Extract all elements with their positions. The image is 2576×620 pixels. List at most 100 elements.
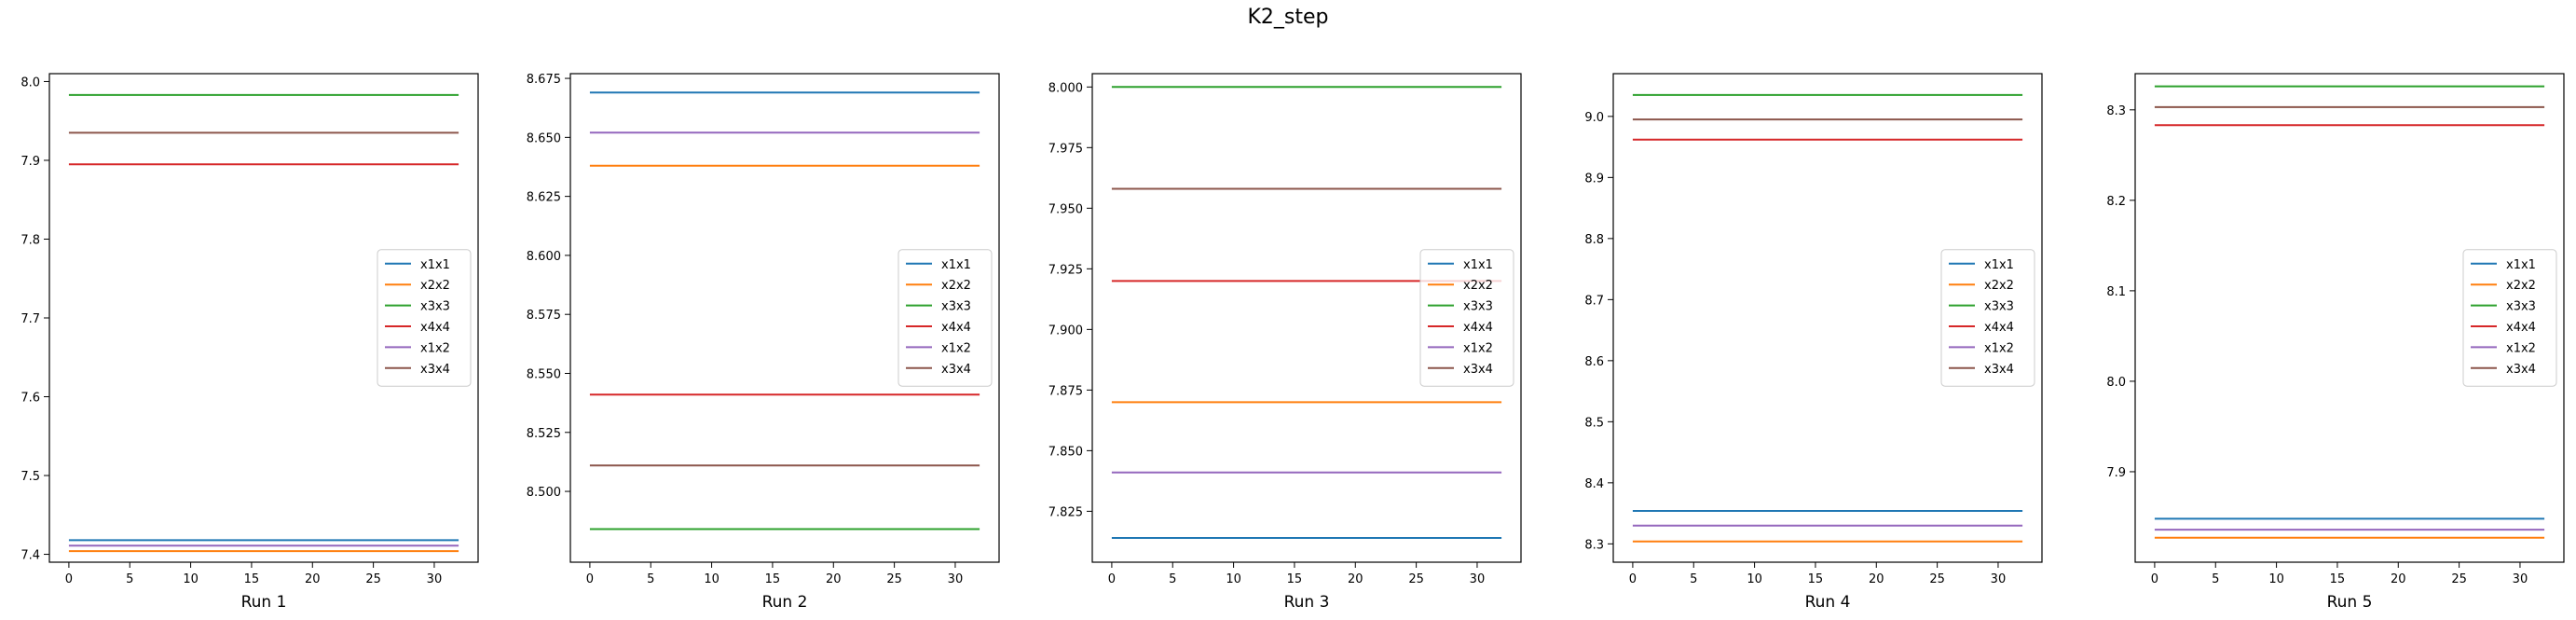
y-tick-label: 8.625 <box>527 191 561 205</box>
y-tick-label: 8.0 <box>21 76 40 90</box>
x-tick-label: 30 <box>427 572 443 586</box>
x-tick-label: 10 <box>183 572 199 586</box>
subplot-1: 0 5 10 15 20 25 30 7.4 7.5 7.6 7.7 7.8 7.9 8.0 Run 1 x1… <box>21 73 479 612</box>
x-tick-label: 30 <box>1991 572 2007 586</box>
y-tick-label: 8.8 <box>1584 233 1604 247</box>
y-tick-label: 8.575 <box>527 309 561 323</box>
legend-label-x3x3: x3x3 <box>2506 300 2536 314</box>
x-tick-label: 20 <box>826 572 842 586</box>
y-tick-label: 8.3 <box>1584 538 1604 552</box>
legend-label-x1x1: x1x1 <box>2506 258 2536 272</box>
x-tick-label: 10 <box>2268 572 2284 586</box>
axes-frame <box>2134 73 2565 563</box>
x-tick-label: 15 <box>765 572 781 586</box>
axes-frame <box>569 73 1000 563</box>
x-axis-label: Run 1 <box>241 593 287 612</box>
y-tick-label: 7.5 <box>21 470 40 484</box>
legend-label-x2x2: x2x2 <box>1984 279 2014 293</box>
legend: x1x1 x2x2 x3x3 x4x4 x1x2 x3x4 <box>377 249 472 387</box>
y-tick-label: 8.3 <box>2106 104 2126 118</box>
y-tick-label: 7.9 <box>21 155 40 169</box>
subplot-4: 0 5 10 15 20 25 30 8.3 8.4 8.5 8.6 8.7 8.8 8.9 9.0 Run … <box>1584 73 2043 612</box>
legend-label-x4x4: x4x4 <box>1984 321 2014 335</box>
x-tick-label: 25 <box>365 572 381 586</box>
y-tick-label: 8.1 <box>2106 285 2126 299</box>
legend-label-x1x2: x1x2 <box>2506 341 2536 355</box>
x-tick-label: 20 <box>1869 572 1884 586</box>
x-tick-label: 15 <box>2330 572 2346 586</box>
subplot-2: 0 5 10 15 20 25 30 8.500 8.525 8.550 8.575 8.600 8.6… <box>527 73 1000 612</box>
y-tick-label: 7.850 <box>1048 445 1083 459</box>
x-tick-label: 15 <box>1808 572 1824 586</box>
x-tick-label: 5 <box>1690 572 1697 586</box>
legend-label-x4x4: x4x4 <box>420 321 450 335</box>
axes-frame <box>1091 73 1522 563</box>
x-tick-label: 10 <box>1226 572 1241 586</box>
x-tick-label: 10 <box>1747 572 1762 586</box>
y-tick-label: 7.900 <box>1048 324 1083 338</box>
x-axis-label: Run 3 <box>1284 593 1330 612</box>
x-tick-label: 25 <box>886 572 902 586</box>
y-tick-label: 8.600 <box>527 250 561 264</box>
y-tick-label: 7.975 <box>1048 142 1083 156</box>
legend: x1x1 x2x2 x3x3 x4x4 x1x2 x3x4 <box>2462 249 2557 387</box>
x-tick-label: 30 <box>1470 572 1486 586</box>
y-tick-label: 7.6 <box>21 392 40 406</box>
y-tick-label: 8.6 <box>1584 355 1604 369</box>
legend-label-x1x2: x1x2 <box>1984 341 2014 355</box>
x-tick-label: 30 <box>2513 572 2528 586</box>
x-tick-label: 0 <box>586 572 594 586</box>
legend-label-x2x2: x2x2 <box>941 279 971 293</box>
legend-label-x3x4: x3x4 <box>1463 363 1493 377</box>
legend-label-x2x2: x2x2 <box>420 279 450 293</box>
x-tick-label: 15 <box>244 572 260 586</box>
subplot-3: 0 5 10 15 20 25 30 7.825 7.850 7.875 7.900 7.925 7.9… <box>1048 73 1522 612</box>
x-tick-label: 5 <box>647 572 654 586</box>
x-tick-label: 5 <box>126 572 133 586</box>
y-tick-label: 7.925 <box>1048 263 1083 277</box>
y-tick-label: 8.7 <box>1584 294 1604 308</box>
x-tick-label: 20 <box>1348 572 1363 586</box>
subplot-5: 0 5 10 15 20 25 30 7.9 8.0 8.1 8.2 8.3 Run 5 x1x1 x2x2… <box>2106 73 2565 612</box>
y-tick-label: 8.650 <box>527 131 561 145</box>
y-tick-label: 7.825 <box>1048 505 1083 519</box>
legend-label-x4x4: x4x4 <box>941 321 971 335</box>
y-tick-label: 7.7 <box>21 312 40 326</box>
x-tick-label: 20 <box>2391 572 2406 586</box>
x-tick-label: 0 <box>65 572 73 586</box>
y-tick-label: 7.9 <box>2106 466 2126 480</box>
x-tick-label: 5 <box>1169 572 1176 586</box>
legend-label-x4x4: x4x4 <box>2506 321 2536 335</box>
legend-label-x3x4: x3x4 <box>941 363 971 377</box>
legend-label-x3x4: x3x4 <box>2506 363 2536 377</box>
x-axis-label: Run 2 <box>762 593 808 612</box>
legend: x1x1 x2x2 x3x3 x4x4 x1x2 x3x4 <box>897 249 993 387</box>
y-tick-label: 8.0 <box>2106 376 2126 390</box>
x-tick-label: 20 <box>305 572 321 586</box>
y-tick-label: 7.4 <box>21 549 40 563</box>
legend-label-x1x1: x1x1 <box>1984 258 2014 272</box>
x-tick-label: 0 <box>2151 572 2158 586</box>
y-tick-label: 8.2 <box>2106 195 2126 209</box>
x-tick-label: 25 <box>1929 572 1945 586</box>
legend-label-x2x2: x2x2 <box>2506 279 2536 293</box>
axes-frame <box>1612 73 2043 563</box>
y-tick-label: 8.550 <box>527 367 561 381</box>
x-tick-label: 10 <box>704 572 719 586</box>
legend-label-x1x1: x1x1 <box>1463 258 1493 272</box>
y-tick-label: 8.4 <box>1584 477 1604 491</box>
x-axis-label: Run 4 <box>1805 593 1851 612</box>
legend-label-x4x4: x4x4 <box>1463 321 1493 335</box>
x-tick-label: 30 <box>948 572 964 586</box>
legend-label-x3x3: x3x3 <box>1463 300 1493 314</box>
figure-title: K2_step <box>1247 6 1329 29</box>
legend-label-x1x2: x1x2 <box>941 341 971 355</box>
legend-label-x1x2: x1x2 <box>1463 341 1493 355</box>
y-tick-label: 8.000 <box>1048 81 1083 95</box>
y-tick-label: 8.5 <box>1584 416 1604 430</box>
legend-label-x3x3: x3x3 <box>420 300 450 314</box>
legend-label-x3x3: x3x3 <box>941 300 971 314</box>
legend-label-x3x3: x3x3 <box>1984 300 2014 314</box>
y-tick-label: 7.8 <box>21 233 40 247</box>
